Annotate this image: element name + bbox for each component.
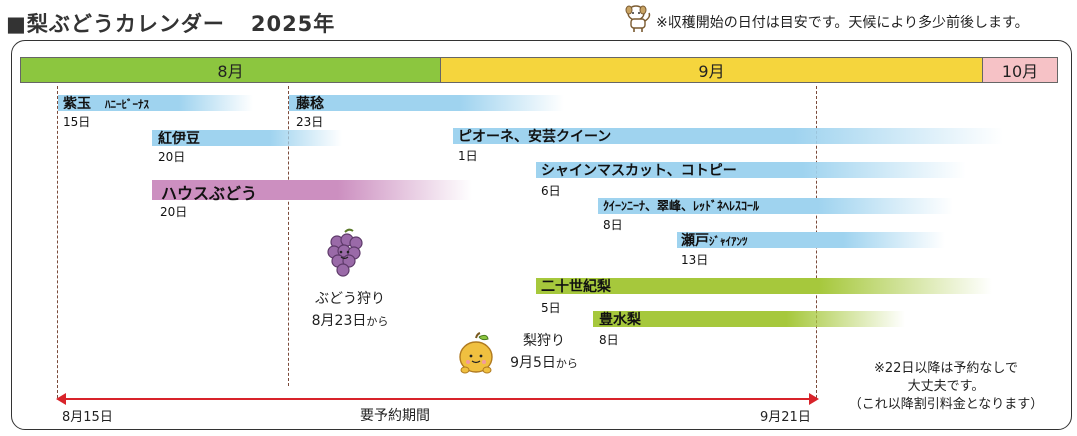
month-september: 9月 [440, 57, 983, 83]
variety-label-seto-giants: 瀬戸ｼﾞｬｲｱﾝﾂ [681, 233, 748, 249]
arrow-left-head [56, 393, 66, 405]
variety-day-pione: 1日 [458, 149, 478, 163]
variety-bar-house-grape [152, 180, 472, 200]
arrow-right-head [809, 393, 819, 405]
variety-bar-nijisseiki [536, 278, 992, 294]
variety-label-shigyoku: 紫玉 ﾊﾆｰﾋﾞｰﾅｽ [63, 96, 149, 112]
variety-label-house-grape: ハウスぶどう [161, 184, 258, 203]
discount-notice: ※22日以降は予約なしで 大丈夫です。 （これ以降割引料金となります） [826, 360, 1066, 414]
variety-bar-hosui [593, 311, 905, 327]
grape-picking-title: ぶどう狩り [315, 291, 385, 307]
variety-day-seto-giants: 13日 [681, 253, 709, 267]
discount-notice-line1: ※22日以降は予約なしで [873, 361, 1019, 376]
variety-day-beniizu: 20日 [158, 150, 186, 164]
variety-day-nijisseiki: 5日 [541, 301, 561, 315]
variety-day-house-grape: 20日 [160, 205, 188, 219]
pear-picking-suffix: から [555, 357, 578, 370]
reservation-start-date: 8月15日 [62, 410, 113, 425]
discount-notice-line2: 大丈夫です。 [907, 379, 985, 394]
variety-bar-shine-muscat [536, 162, 966, 178]
pear-icon [459, 332, 493, 374]
variety-bar-beniizu [152, 130, 342, 146]
variety-day-shine-muscat: 6日 [541, 184, 561, 198]
month-october: 10月 [982, 57, 1058, 83]
variety-bar-pione [453, 128, 1003, 144]
variety-label-queen-nina: ｸｲｰﾝﾆｰﾅ、翠峰、ﾚｯﾄﾞﾈﾍﾚｽｺｰﾙ [603, 199, 760, 213]
title-year: 2025年 [250, 12, 336, 36]
variety-bar-seto-giants [677, 232, 945, 248]
dog-icon [625, 5, 651, 32]
variety-day-shigyoku: 15日 [63, 115, 91, 129]
title-text: ■梨ぶどうカレンダー [6, 12, 225, 36]
reservation-period-label: 要予約期間 [360, 408, 430, 424]
calendar-frame [11, 40, 1072, 430]
variety-label-nijisseiki: 二十世紀梨 [541, 279, 611, 295]
variety-label-shine-muscat: シャインマスカット、コトピー [541, 163, 737, 179]
variety-bar-queen-nina [598, 198, 953, 214]
variety-label-fujiminori: 藤稔 [296, 96, 324, 112]
variety-day-queen-nina: 8日 [603, 218, 623, 232]
variety-day-hosui: 8日 [599, 333, 619, 347]
reservation-period-arrow [62, 398, 812, 400]
discount-notice-line3: （これ以降割引料金となります） [848, 397, 1044, 412]
variety-label-beniizu: 紅伊豆 [158, 131, 200, 147]
reservation-end-date: 9月21日 [760, 410, 811, 425]
variety-day-fujiminori: 23日 [296, 115, 324, 129]
variety-bar-shigyoku [58, 95, 253, 111]
grape-picking-date: 8月23日 [311, 313, 367, 329]
month-august: 8月 [20, 57, 441, 83]
pear-picking-date: 9月5日 [510, 355, 556, 371]
pear-picking-title: 梨狩り [523, 333, 565, 349]
grape-picking-info: ぶどう狩り 8月23日から [300, 288, 400, 333]
pear-picking-info: 梨狩り 9月5日から [494, 330, 594, 375]
harvest-note: ※収穫開始の日付は目安です。天候により多少前後します。 [656, 15, 1029, 31]
reservation-start-line [57, 86, 58, 398]
page-title: ■梨ぶどうカレンダー 2025年 [6, 8, 335, 38]
grape-picking-suffix: から [366, 315, 389, 328]
grape-start-line [288, 86, 289, 386]
grape-icon [327, 228, 363, 277]
variety-label-hosui: 豊水梨 [599, 312, 641, 328]
variety-bar-fujiminori [289, 95, 564, 111]
variety-label-pione: ピオーネ、安芸クイーン [458, 129, 612, 145]
